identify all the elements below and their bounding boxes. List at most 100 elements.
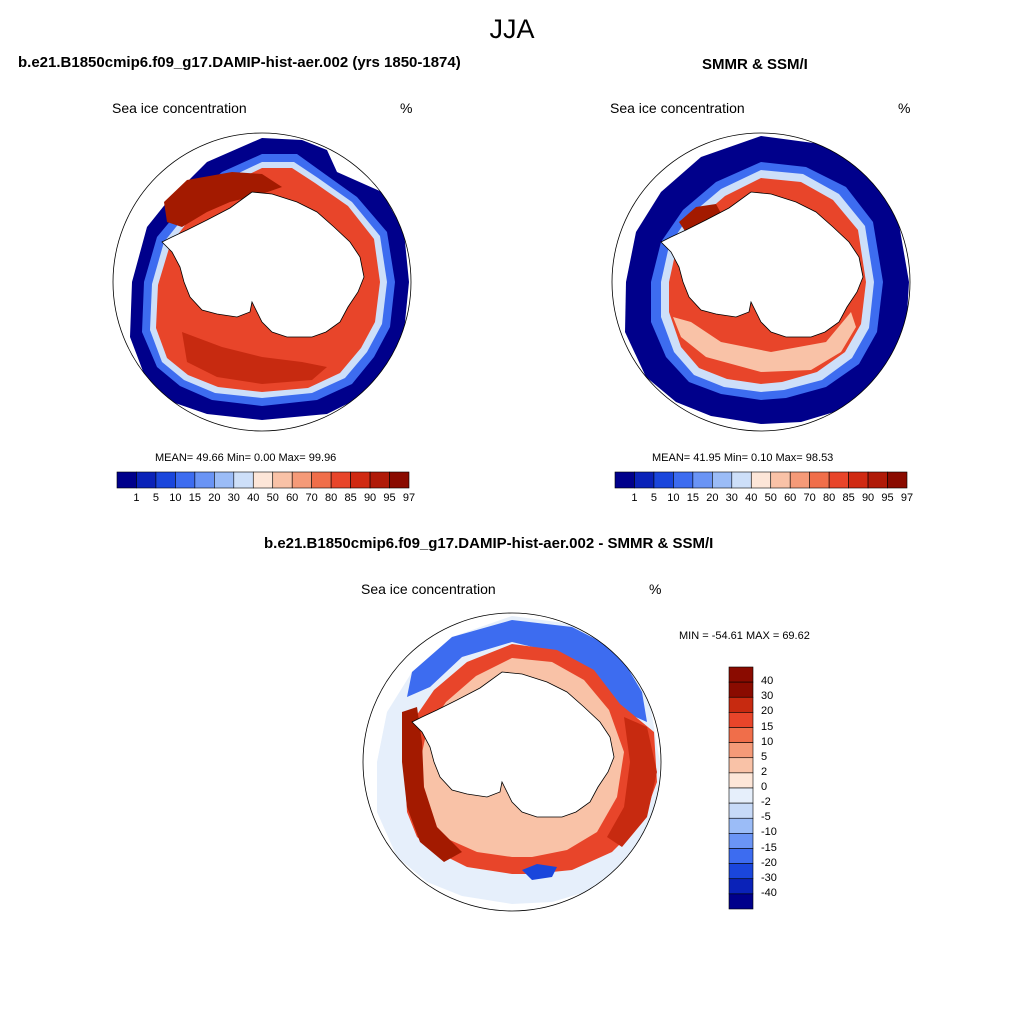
colorbar-swatch: [728, 712, 754, 728]
model-units-label: %: [400, 100, 413, 116]
diff-polar-map: [362, 612, 662, 912]
colorbar-swatch: [272, 471, 293, 489]
colorbar-tick-label: 50: [764, 492, 777, 504]
obs-units-label: %: [898, 100, 911, 116]
colorbar-tick-label: 85: [842, 492, 855, 504]
colorbar-tick-label: 40: [247, 492, 260, 504]
colorbar-swatch: [330, 471, 351, 489]
colorbar-swatch: [728, 727, 754, 743]
figure-title: JJA: [489, 14, 535, 44]
colorbar-swatch: [728, 802, 754, 819]
colorbar-tick-label: 15: [686, 492, 699, 504]
colorbar-swatch: [728, 848, 754, 864]
diff-dark-red-east: [607, 717, 657, 847]
colorbar-tick-label: 97: [402, 492, 416, 504]
colorbar-tick-label: 60: [286, 492, 299, 504]
colorbar-tick-label: 5: [761, 750, 768, 763]
colorbar-swatch: [728, 893, 754, 910]
colorbar-tick-label: 50: [266, 492, 279, 504]
colorbar-swatch: [728, 878, 754, 895]
colorbar-swatch: [653, 471, 674, 489]
colorbar-swatch: [369, 471, 390, 489]
colorbar-swatch: [712, 471, 733, 489]
colorbar-tick-label: 70: [803, 492, 816, 504]
colorbar-tick-label: -10: [761, 826, 777, 839]
colorbar-tick-label: -5: [761, 811, 771, 824]
colorbar-swatch: [867, 471, 888, 489]
colorbar-tick-label: 5: [152, 492, 159, 504]
colorbar-tick-label: 80: [325, 492, 338, 504]
colorbar-tick-label: 90: [861, 492, 875, 504]
colorbar-tick-label: 2: [761, 765, 768, 778]
colorbar-tick-label: -2: [761, 796, 771, 809]
colorbar-swatch: [728, 772, 754, 789]
colorbar-tick-label: -40: [761, 886, 777, 899]
colorbar-tick-label: 95: [881, 492, 894, 504]
colorbar-swatch: [194, 471, 215, 489]
colorbar-tick-label: 85: [344, 492, 357, 504]
colorbar-swatch: [728, 863, 754, 880]
colorbar-swatch: [728, 817, 754, 834]
diff-blue-outer-ring: [407, 620, 647, 722]
colorbar-swatch: [214, 471, 235, 489]
colorbar-tick-label: 10: [667, 492, 680, 504]
colorbar-swatch: [634, 471, 655, 489]
model-panel-title: b.e21.B1850cmip6.f09_g17.DAMIP-hist-aer.…: [18, 54, 461, 71]
colorbar-swatch: [233, 471, 254, 489]
obs-stats: MEAN= 41.95 Min= 0.10 Max= 98.53: [652, 452, 834, 464]
colorbar-tick-label: 60: [784, 492, 797, 504]
colorbar-tick-label: 40: [745, 492, 758, 504]
colorbar-swatch: [789, 471, 810, 489]
colorbar-swatch: [350, 471, 371, 489]
colorbar-tick-label: 10: [761, 735, 774, 748]
diff-blue-south-patch: [522, 864, 557, 880]
colorbar-tick-label: 1: [133, 492, 140, 504]
colorbar-swatch: [389, 471, 410, 489]
colorbar-swatch: [728, 787, 754, 804]
diff-continent: [411, 671, 615, 818]
colorbar-tick-label: 30: [227, 492, 240, 504]
colorbar-swatch: [692, 471, 713, 489]
colorbar-tick-label: 95: [383, 492, 396, 504]
diff-panel-title: b.e21.B1850cmip6.f09_g17.DAMIP-hist-aer.…: [264, 535, 714, 552]
model-continent: [161, 191, 365, 338]
colorbar-swatch: [252, 471, 274, 489]
obs-colorbar: [614, 471, 908, 489]
model-colorbar: [116, 471, 410, 489]
colorbar-tick-label: -30: [761, 871, 777, 884]
colorbar-tick-label: 20: [706, 492, 719, 504]
colorbar-tick-label: -20: [761, 856, 777, 869]
colorbar-tick-label: 80: [823, 492, 836, 504]
obs-panel-title: SMMR & SSM/I: [702, 56, 808, 73]
colorbar-tick-label: 15: [761, 720, 774, 733]
colorbar-tick-label: 0: [761, 781, 768, 793]
colorbar-swatch: [887, 471, 908, 489]
colorbar-swatch: [828, 471, 849, 489]
diff-variable-label: Sea ice concentration: [361, 581, 496, 597]
colorbar-swatch: [728, 833, 754, 849]
colorbar-swatch: [809, 471, 830, 489]
diff-colorbar: [728, 666, 754, 910]
colorbar-swatch: [136, 471, 157, 489]
diff-units-label: %: [649, 581, 662, 597]
colorbar-tick-label: 97: [900, 492, 914, 504]
colorbar-tick-label: -15: [761, 841, 777, 854]
colorbar-swatch: [116, 471, 137, 489]
colorbar-swatch: [770, 471, 791, 489]
model-variable-label: Sea ice concentration: [112, 100, 247, 116]
colorbar-tick-label: 15: [188, 492, 201, 504]
diff-stats: MIN = -54.61 MAX = 69.62: [679, 630, 810, 642]
diff-dark-red-west: [402, 707, 462, 862]
colorbar-swatch: [848, 471, 869, 489]
colorbar-tick-label: 10: [169, 492, 182, 504]
colorbar-swatch: [728, 681, 754, 698]
obs-polar-map: [611, 132, 911, 432]
colorbar-swatch: [731, 471, 752, 489]
model-ice-dark-core: [164, 172, 282, 227]
colorbar-tick-label: 1: [631, 492, 638, 504]
colorbar-swatch: [750, 471, 772, 489]
colorbar-swatch: [728, 757, 754, 774]
colorbar-tick-label: 70: [305, 492, 318, 504]
colorbar-swatch: [311, 471, 332, 489]
colorbar-swatch: [728, 666, 754, 683]
